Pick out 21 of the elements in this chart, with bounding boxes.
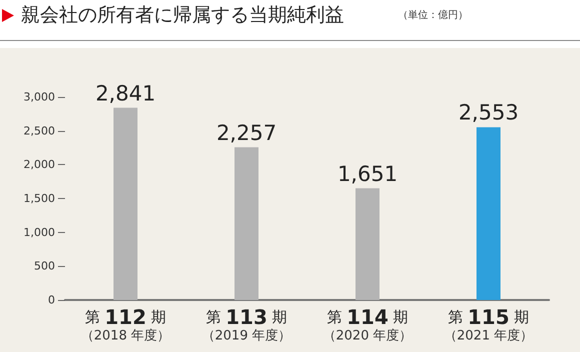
x-tick-label: 第 112 期（2018 年度） — [80, 305, 170, 344]
y-tick-label: 0 — [48, 294, 55, 306]
chart-subtitle: （単位：億円） — [398, 8, 468, 22]
y-tick-label: 2,500 — [24, 124, 55, 138]
chart-title: 親会社の所有者に帰属する当期純利益 — [21, 3, 344, 28]
bar — [356, 188, 380, 300]
bar — [114, 108, 138, 300]
y-tick-label: 2,000 — [24, 158, 55, 172]
data-label: 2,553 — [458, 100, 519, 125]
y-tick-label: 1,000 — [24, 226, 55, 239]
x-tick-label: 第 115 期（2021 年度） — [444, 305, 534, 344]
data-label: 2,841 — [95, 81, 156, 106]
y-tick-label: 1,500 — [24, 192, 55, 205]
bar — [476, 127, 500, 300]
x-tick-label: 第 113 期（2019 年度） — [202, 305, 292, 344]
y-tick-label: 3,000 — [24, 90, 55, 104]
bar — [234, 147, 258, 300]
y-tick-label: 500 — [34, 260, 55, 273]
data-label: 2,257 — [216, 120, 277, 145]
data-label: 1,651 — [337, 162, 398, 186]
x-tick-label: 第 114 期（2020 年度） — [322, 305, 412, 344]
